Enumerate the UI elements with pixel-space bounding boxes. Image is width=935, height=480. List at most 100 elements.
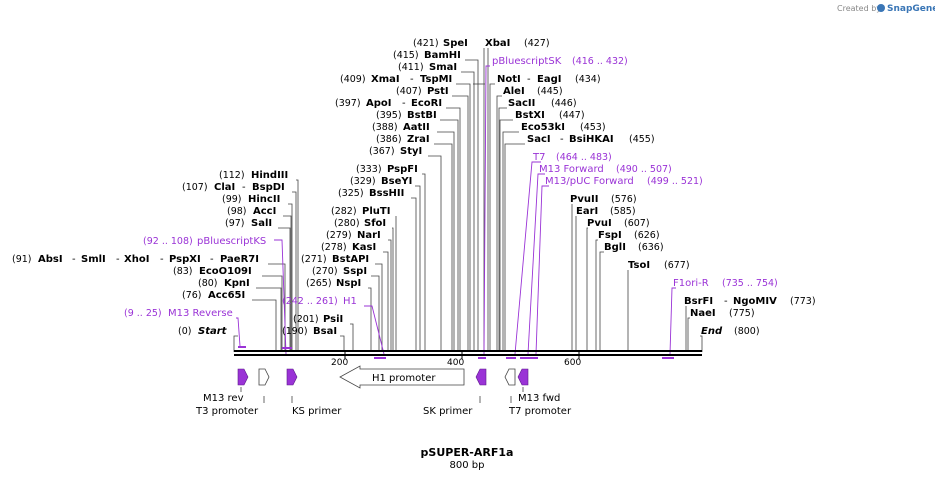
- site-pos: (112): [219, 170, 245, 181]
- watermark-created-by: Created by: [837, 4, 881, 13]
- svg-text:-: -: [210, 254, 214, 265]
- primer-range: (9 .. 25): [124, 308, 162, 319]
- site-pos: (677): [664, 260, 690, 271]
- primer-labels: pBluescriptSK (416 .. 432) T7 (464 .. 48…: [124, 56, 778, 319]
- primer-label: M13/pUC Forward: [545, 176, 634, 187]
- site-pos: (97): [225, 218, 245, 229]
- site-pos: (386): [376, 134, 402, 145]
- site-pos: (446): [551, 98, 577, 109]
- site-pos: (201): [293, 314, 319, 325]
- ks-primer-label: KS primer: [292, 406, 342, 417]
- site-pos: (447): [559, 110, 585, 121]
- site-label: PvuI: [587, 218, 612, 229]
- site-label: KpnI: [224, 278, 250, 289]
- site-label: ZraI: [407, 134, 430, 145]
- site-pos: (282): [331, 206, 357, 217]
- site-label: BstXI: [515, 110, 545, 121]
- site-pos: (397): [335, 98, 361, 109]
- site-pos: (445): [537, 86, 563, 97]
- site-pos: (99): [222, 194, 242, 205]
- site-pos: (279): [326, 230, 352, 241]
- site-labels: (421) SpeI XbaI (427) (415) BamHI (411) …: [12, 38, 816, 337]
- h1-promoter-label: H1 promoter: [372, 373, 436, 384]
- site-label: SpeI: [443, 38, 468, 49]
- primer-range: (490 .. 507): [616, 164, 672, 175]
- m13-rev-arrow-icon: [237, 368, 249, 386]
- site-pos: (76): [182, 290, 202, 301]
- site-label: HincII: [248, 194, 280, 205]
- site-pos: (427): [524, 38, 550, 49]
- primer-bars: [238, 346, 674, 359]
- site-pos: (367): [369, 146, 395, 157]
- site-label: SalI: [251, 218, 272, 229]
- site-pos: (775): [729, 308, 755, 319]
- site-label: SfoI: [364, 218, 386, 229]
- feature-track: H1 promoter M13 rev T3 promoter KS prime…: [195, 365, 572, 417]
- site-pos: (395): [376, 110, 402, 121]
- site-pos: (415): [393, 50, 419, 61]
- site-pos: (407): [396, 86, 422, 97]
- site-pos: (409): [340, 74, 366, 85]
- site-label: NaeI: [690, 308, 716, 319]
- site-pos: (98): [227, 206, 247, 217]
- svg-text:-: -: [724, 296, 728, 307]
- site-label: SspI: [343, 266, 367, 277]
- ruler-label-200: 200: [331, 358, 348, 368]
- site-label: BsrFI: [684, 296, 713, 307]
- site-pos: (800): [734, 326, 760, 337]
- site-label-extra: BsiHKAI: [569, 134, 614, 145]
- svg-text:-: -: [560, 134, 564, 145]
- site-label: Acc65I: [208, 290, 245, 301]
- primer-label: M13 Reverse: [168, 308, 233, 319]
- site-label: PsiI: [323, 314, 343, 325]
- site-pos: (0): [178, 326, 191, 337]
- site-label: EarI: [576, 206, 598, 217]
- site-label: PvuII: [570, 194, 598, 205]
- site-pos: (329): [350, 176, 376, 187]
- primer-leader-lines: [236, 65, 676, 355]
- site-pos: (190): [282, 326, 308, 337]
- site-label: Eco53kI: [521, 122, 565, 133]
- site-pos: (434): [575, 74, 601, 85]
- svg-text:-: -: [160, 254, 164, 265]
- m13-fwd-label: M13 fwd: [518, 393, 560, 404]
- site-label: BsaI: [313, 326, 337, 337]
- site-label: XmaI: [371, 74, 400, 85]
- site-pos: (388): [372, 122, 398, 133]
- primer-range: (735 .. 754): [722, 278, 778, 289]
- primer-range: (92 .. 108): [143, 236, 193, 247]
- site-label-extra: PaeR7I: [220, 254, 259, 265]
- sk-primer-arrow-icon: [475, 368, 487, 386]
- site-label: PspFI: [387, 164, 418, 175]
- site-leader-lines: [233, 48, 703, 352]
- site-pos: (636): [638, 242, 664, 253]
- site-pos: (455): [629, 134, 655, 145]
- ruler-label-600: 600: [564, 358, 581, 368]
- svg-text:-: -: [402, 98, 406, 109]
- primer-label: pBluescriptSK: [492, 56, 562, 67]
- backbone-bottom-strand: [234, 354, 702, 356]
- primer-label: F1ori-R: [673, 278, 709, 289]
- site-label: NotI: [497, 74, 521, 85]
- site-label: TsoI: [628, 260, 650, 271]
- site-pos: (271): [301, 254, 327, 265]
- svg-text:-: -: [72, 254, 76, 265]
- site-label: NarI: [357, 230, 381, 241]
- primer-label: H1: [343, 296, 357, 307]
- primer-range: (464 .. 483): [556, 152, 612, 163]
- svg-text:-: -: [116, 254, 120, 265]
- site-label-extra: EagI: [537, 74, 561, 85]
- primer-range: (416 .. 432): [572, 56, 628, 67]
- site-label-extra: XhoI: [124, 254, 149, 265]
- sk-primer-label: SK primer: [423, 406, 473, 417]
- t7-promoter-arrow-icon: [504, 368, 516, 386]
- site-pos: (278): [321, 242, 347, 253]
- site-pos: (773): [790, 296, 816, 307]
- site-pos: (270): [312, 266, 338, 277]
- snapgene-logo-icon: [877, 4, 885, 12]
- site-pos: (91): [12, 254, 32, 265]
- ks-primer-arrow-icon: [286, 368, 298, 386]
- site-pos: (576): [611, 194, 637, 205]
- site-pos: (626): [634, 230, 660, 241]
- site-label: BstBI: [407, 110, 437, 121]
